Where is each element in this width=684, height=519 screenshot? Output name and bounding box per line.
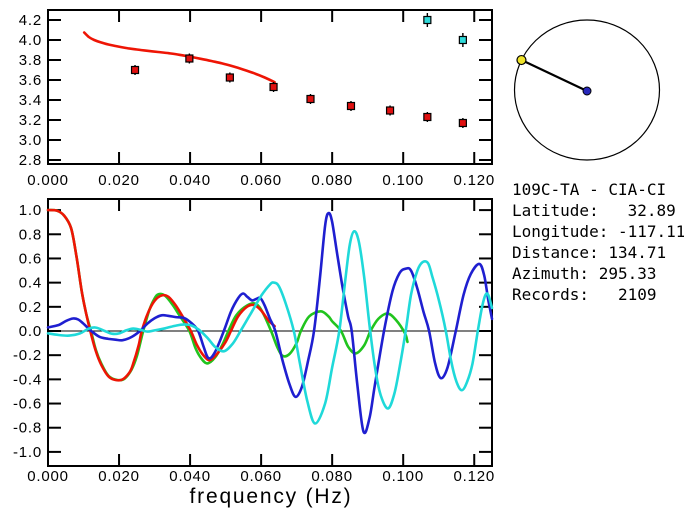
y-tick-label: 0.6 bbox=[19, 250, 42, 267]
records-line: Records: 2109 bbox=[512, 285, 657, 304]
x-tick-label: 0.040 bbox=[169, 468, 211, 485]
trace-plot: 0.000 0.020 0.040 0.060 0.080 0.100 0.120 1.0 0.… bbox=[13, 198, 495, 485]
x-tick-label: 0.020 bbox=[98, 468, 140, 485]
x-axis-label: frequency (Hz) bbox=[190, 485, 353, 508]
azimuth-line: Azimuth: 295.33 bbox=[512, 264, 657, 283]
outlier-velocities-marker bbox=[458, 35, 467, 45]
x-tick-label: 0.120 bbox=[453, 468, 495, 485]
azimuth-circle bbox=[513, 19, 661, 161]
x-tick-label: 0.040 bbox=[169, 172, 211, 189]
outlier-velocities-marker bbox=[423, 15, 432, 25]
y-tick-label: 0.4 bbox=[19, 275, 42, 292]
y-tick-label: -0.2 bbox=[13, 347, 42, 364]
red-trace bbox=[46, 208, 276, 382]
receiver-station-dot bbox=[582, 86, 592, 96]
x-tick-label: 0.000 bbox=[27, 468, 69, 485]
y-tick-label: 3.8 bbox=[19, 52, 42, 69]
measured-velocities-marker bbox=[130, 65, 140, 75]
azimuth-circle-panel bbox=[513, 19, 661, 161]
plot-border bbox=[47, 198, 493, 467]
y-tick-label: -0.6 bbox=[13, 396, 42, 413]
y-tick-label: 0.2 bbox=[19, 299, 42, 316]
x-tick-label: 0.100 bbox=[382, 172, 424, 189]
measured-velocities-marker bbox=[225, 73, 234, 82]
y-tick-label: -1.0 bbox=[13, 444, 42, 461]
y-tick-label: 0.8 bbox=[19, 226, 42, 243]
plot-border bbox=[47, 9, 493, 165]
azimuth-line bbox=[521, 59, 588, 92]
measured-velocities-marker bbox=[423, 112, 432, 122]
y-tick-label: 4.0 bbox=[19, 32, 42, 49]
distance-line: Distance: 134.71 bbox=[512, 243, 666, 262]
measured-velocities-marker bbox=[306, 94, 315, 104]
measured-velocities-marker bbox=[385, 106, 395, 115]
x-tick-label: 0.020 bbox=[98, 172, 140, 189]
y-tick-label: 3.2 bbox=[19, 112, 42, 129]
station-info: 109C-TA - CIA-CI Latitude: 32.89 Longitu… bbox=[512, 180, 684, 304]
cyan-trace bbox=[46, 229, 494, 425]
measured-velocities-marker bbox=[269, 82, 278, 92]
y-tick-label: -0.4 bbox=[13, 371, 42, 388]
x-tick-label: 0.080 bbox=[311, 172, 353, 189]
measured-velocities-marker bbox=[185, 54, 194, 63]
y-tick-label: 4.2 bbox=[19, 12, 42, 29]
y-tick-label: 3.0 bbox=[19, 132, 42, 149]
measured-velocities-marker bbox=[346, 101, 356, 111]
x-tick-label: 0.080 bbox=[311, 468, 353, 485]
x-tick-label: 0.100 bbox=[382, 468, 424, 485]
longitude-line: Longitude: -117.11 bbox=[512, 222, 684, 241]
y-tick-label: 2.8 bbox=[19, 152, 42, 169]
measured-velocities-marker bbox=[458, 118, 467, 128]
model-curve bbox=[82, 31, 276, 84]
y-tick-label: -0.8 bbox=[13, 420, 42, 437]
blue-trace bbox=[46, 211, 494, 435]
dispersion-plot: 0.000 0.020 0.040 0.060 0.080 0.100 0.120 2.8 3.… bbox=[19, 9, 495, 189]
x-tick-label: 0.060 bbox=[240, 172, 282, 189]
x-tick-label: 0.000 bbox=[27, 172, 69, 189]
source-station-dot bbox=[516, 54, 527, 66]
y-tick-label: 1.0 bbox=[19, 202, 42, 219]
y-tick-label: 3.4 bbox=[19, 92, 42, 109]
latitude-line: Latitude: 32.89 bbox=[512, 201, 676, 220]
y-tick-label: 3.6 bbox=[19, 72, 42, 89]
station-pair-title: 109C-TA - CIA-CI bbox=[512, 180, 666, 199]
y-tick-label: 0.0 bbox=[19, 323, 42, 340]
x-tick-label: 0.060 bbox=[240, 468, 282, 485]
x-tick-label: 0.120 bbox=[453, 172, 495, 189]
